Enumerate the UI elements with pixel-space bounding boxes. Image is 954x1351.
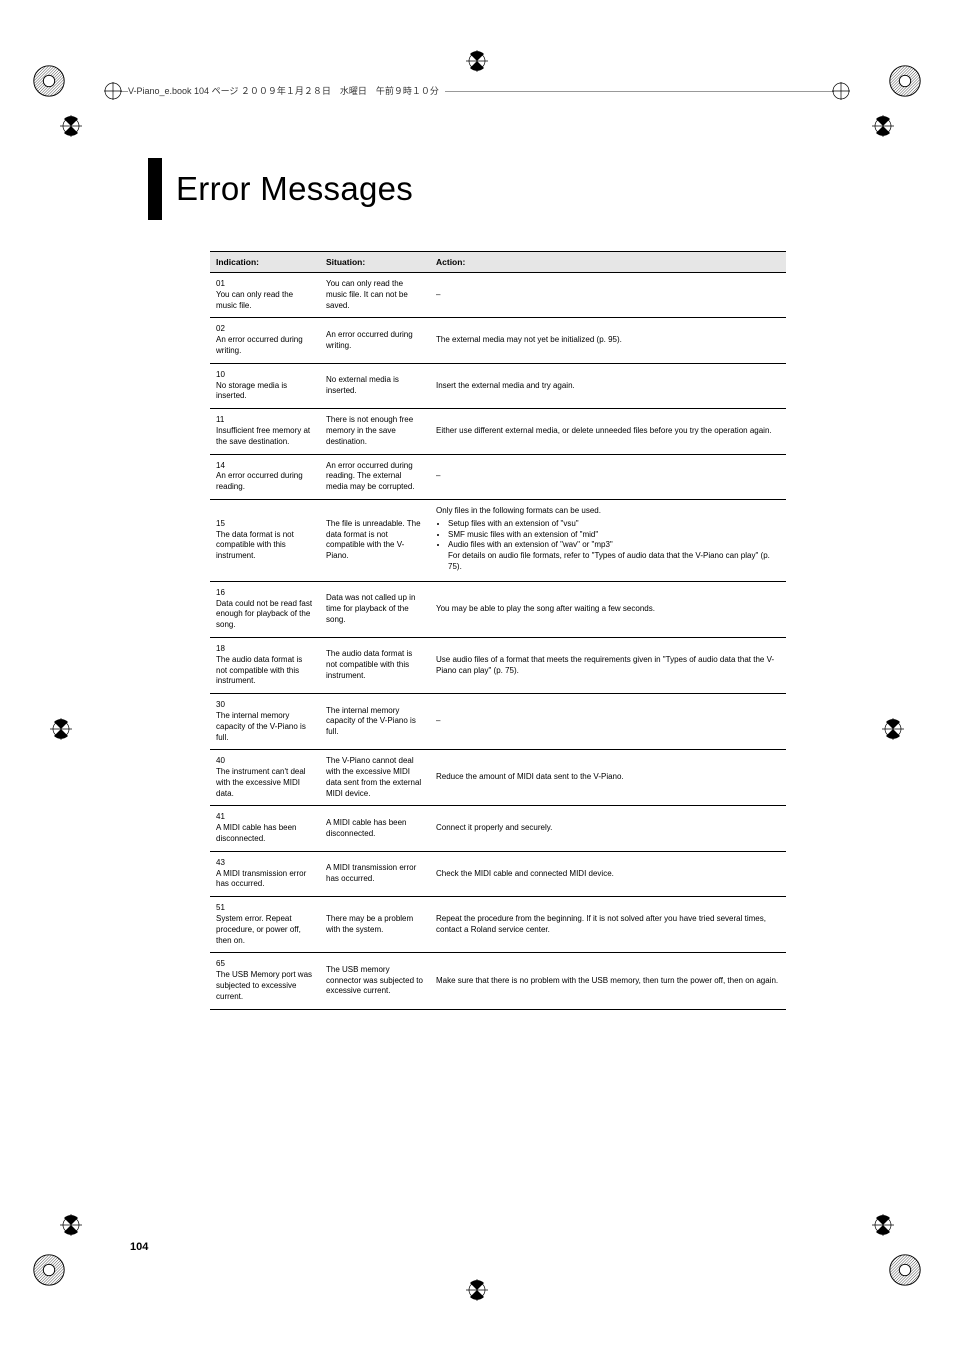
cell-action: Check the MIDI cable and connected MIDI … xyxy=(430,851,786,896)
registration-mark-icon xyxy=(872,115,894,137)
table-row: 30 The internal memory capacity of the V… xyxy=(210,694,786,750)
title-bar-icon xyxy=(148,158,162,220)
cell-indication: 15 The data format is not compatible wit… xyxy=(210,499,320,581)
cell-situation: The audio data format is not compatible … xyxy=(320,637,430,693)
book-icon xyxy=(832,82,850,100)
table-row: 01 You can only read the music file.You … xyxy=(210,273,786,318)
cell-indication: 16 Data could not be read fast enough fo… xyxy=(210,581,320,637)
col-header-action: Action: xyxy=(430,252,786,273)
table-row: 11 Insufficient free memory at the save … xyxy=(210,409,786,454)
page-title-block: Error Messages xyxy=(148,158,413,220)
col-header-indication: Indication: xyxy=(210,252,320,273)
cell-action: Make sure that there is no problem with … xyxy=(430,953,786,1009)
registration-mark-icon xyxy=(60,1214,82,1236)
table-row: 43 A MIDI transmission error has occurre… xyxy=(210,851,786,896)
cell-action: Either use different external media, or … xyxy=(430,409,786,454)
cell-action: Use audio files of a format that meets t… xyxy=(430,637,786,693)
table-row: 02 An error occurred during writing.An e… xyxy=(210,318,786,363)
action-list-item: Audio files with an extension of "wav" o… xyxy=(448,540,780,572)
col-header-situation: Situation: xyxy=(320,252,430,273)
corner-mark-icon xyxy=(886,1251,924,1289)
cell-action: Repeat the procedure from the beginning.… xyxy=(430,897,786,953)
table-header-row: Indication: Situation: Action: xyxy=(210,252,786,273)
page-number: 104 xyxy=(130,1241,148,1253)
cell-indication: 41 A MIDI cable has been disconnected. xyxy=(210,806,320,851)
table-row: 40 The instrument can't deal with the ex… xyxy=(210,750,786,806)
action-intro: Only files in the following formats can … xyxy=(436,506,780,517)
registration-mark-icon xyxy=(872,1214,894,1236)
cell-indication: 18 The audio data format is not compatib… xyxy=(210,637,320,693)
cell-situation: There may be a problem with the system. xyxy=(320,897,430,953)
cell-indication: 14 An error occurred during reading. xyxy=(210,454,320,499)
error-messages-table: Indication: Situation: Action: 01 You ca… xyxy=(210,251,786,1010)
cell-situation: An error occurred during writing. xyxy=(320,318,430,363)
running-header: V-Piano_e.book 104 ページ ２００９年１月２８日 水曜日 午前… xyxy=(128,84,445,97)
registration-mark-icon xyxy=(50,718,72,740)
corner-mark-icon xyxy=(886,62,924,100)
cell-action: The external media may not yet be initia… xyxy=(430,318,786,363)
error-table-wrap: Indication: Situation: Action: 01 You ca… xyxy=(210,251,786,1010)
action-list-item: Setup files with an extension of "vsu" xyxy=(448,519,780,530)
cell-situation: A MIDI transmission error has occurred. xyxy=(320,851,430,896)
cell-action: Only files in the following formats can … xyxy=(430,499,786,581)
cell-situation: The file is unreadable. The data format … xyxy=(320,499,430,581)
table-row: 51 System error. Repeat procedure, or po… xyxy=(210,897,786,953)
cell-situation: Data was not called up in time for playb… xyxy=(320,581,430,637)
cell-indication: 65 The USB Memory port was subjected to … xyxy=(210,953,320,1009)
cell-indication: 43 A MIDI transmission error has occurre… xyxy=(210,851,320,896)
table-row: 41 A MIDI cable has been disconnected.A … xyxy=(210,806,786,851)
table-row: 14 An error occurred during reading.An e… xyxy=(210,454,786,499)
registration-mark-icon xyxy=(60,115,82,137)
cell-situation: No external media is inserted. xyxy=(320,363,430,408)
cell-indication: 01 You can only read the music file. xyxy=(210,273,320,318)
cell-action: – xyxy=(430,273,786,318)
registration-mark-icon xyxy=(882,718,904,740)
table-row: 18 The audio data format is not compatib… xyxy=(210,637,786,693)
table-row: 15 The data format is not compatible wit… xyxy=(210,499,786,581)
cell-situation: The V-Piano cannot deal with the excessi… xyxy=(320,750,430,806)
cell-indication: 51 System error. Repeat procedure, or po… xyxy=(210,897,320,953)
cell-situation: You can only read the music file. It can… xyxy=(320,273,430,318)
cell-action: Reduce the amount of MIDI data sent to t… xyxy=(430,750,786,806)
action-list: Setup files with an extension of "vsu"SM… xyxy=(436,519,780,573)
cell-situation: An error occurred during reading. The ex… xyxy=(320,454,430,499)
cell-situation: The internal memory capacity of the V-Pi… xyxy=(320,694,430,750)
cell-situation: There is not enough free memory in the s… xyxy=(320,409,430,454)
cell-action: – xyxy=(430,454,786,499)
cell-indication: 30 The internal memory capacity of the V… xyxy=(210,694,320,750)
cell-indication: 02 An error occurred during writing. xyxy=(210,318,320,363)
registration-mark-icon xyxy=(466,50,488,72)
table-row: 16 Data could not be read fast enough fo… xyxy=(210,581,786,637)
book-icon xyxy=(104,82,122,100)
cell-action: – xyxy=(430,694,786,750)
cell-indication: 10 No storage media is inserted. xyxy=(210,363,320,408)
cell-situation: A MIDI cable has been disconnected. xyxy=(320,806,430,851)
table-row: 65 The USB Memory port was subjected to … xyxy=(210,953,786,1009)
cell-indication: 11 Insufficient free memory at the save … xyxy=(210,409,320,454)
corner-mark-icon xyxy=(30,1251,68,1289)
registration-mark-icon xyxy=(466,1279,488,1301)
table-row: 10 No storage media is inserted.No exter… xyxy=(210,363,786,408)
page-title: Error Messages xyxy=(176,158,413,220)
cell-situation: The USB memory connector was subjected t… xyxy=(320,953,430,1009)
corner-mark-icon xyxy=(30,62,68,100)
action-list-item: SMF music files with an extension of "mi… xyxy=(448,530,780,541)
cell-indication: 40 The instrument can't deal with the ex… xyxy=(210,750,320,806)
cell-action: You may be able to play the song after w… xyxy=(430,581,786,637)
page: V-Piano_e.book 104 ページ ２００９年１月２８日 水曜日 午前… xyxy=(0,0,954,1351)
cell-action: Insert the external media and try again. xyxy=(430,363,786,408)
cell-action: Connect it properly and securely. xyxy=(430,806,786,851)
